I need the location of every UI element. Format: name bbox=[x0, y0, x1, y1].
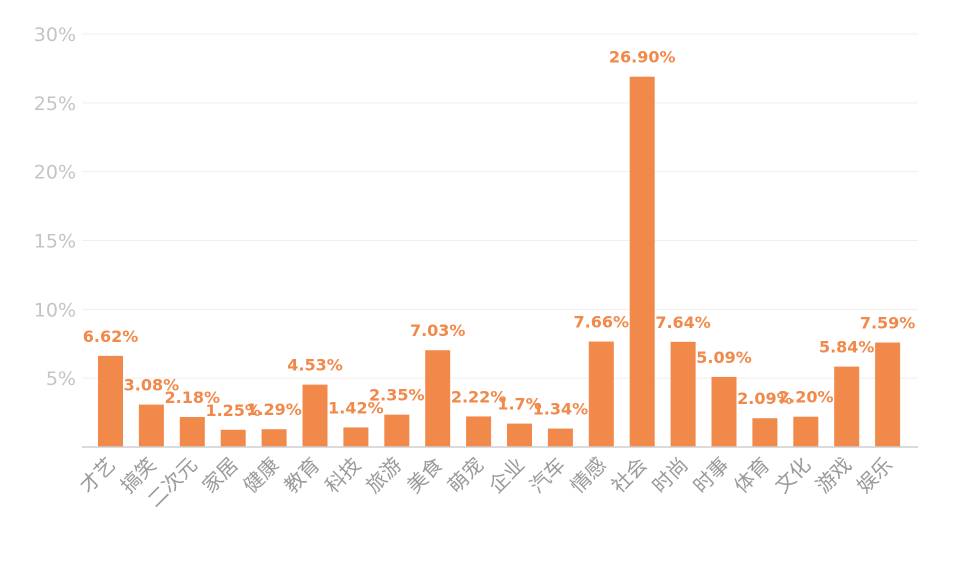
bar-情感 bbox=[588, 341, 614, 447]
data-label-健康: 1.29% bbox=[246, 400, 302, 419]
y-tick-label: 15% bbox=[34, 231, 76, 253]
data-label-萌宠: 2.22% bbox=[451, 387, 507, 406]
category-label-美食: 美食 bbox=[402, 453, 447, 498]
data-label-旅游: 2.35% bbox=[369, 386, 425, 405]
data-label-才艺: 6.62% bbox=[83, 327, 139, 346]
bar-游戏 bbox=[834, 366, 860, 447]
category-label-文化: 文化 bbox=[770, 453, 815, 498]
category-label-汽车: 汽车 bbox=[525, 453, 570, 498]
y-tick-label: 20% bbox=[34, 162, 76, 184]
bars bbox=[98, 76, 901, 447]
category-label-时事: 时事 bbox=[688, 453, 733, 498]
x-axis-category-labels: 才艺搞笑二次元家居健康教育科技旅游美食萌宠企业汽车情感社会时尚时事体育文化游戏娱… bbox=[75, 453, 897, 512]
bar-萌宠 bbox=[466, 416, 492, 447]
data-label-科技: 1.42% bbox=[328, 398, 384, 417]
category-label-健康: 健康 bbox=[238, 453, 283, 498]
data-label-家居: 1.25% bbox=[205, 401, 261, 420]
bar-社会 bbox=[629, 76, 655, 447]
bar-汽车 bbox=[547, 428, 573, 447]
y-tick-label: 25% bbox=[34, 93, 76, 115]
category-label-才艺: 才艺 bbox=[75, 453, 120, 498]
data-label-游戏: 5.84% bbox=[819, 338, 875, 357]
category-label-游戏: 游戏 bbox=[811, 453, 856, 498]
category-label-社会: 社会 bbox=[606, 453, 651, 498]
bar-时事 bbox=[711, 376, 737, 447]
category-label-家居: 家居 bbox=[197, 453, 242, 498]
bar-旅游 bbox=[384, 414, 410, 447]
y-tick-label: 30% bbox=[34, 24, 76, 46]
bar-科技 bbox=[343, 427, 369, 447]
y-axis-tick-labels: 5% 10% 15% 20% 25% 30% bbox=[34, 24, 76, 390]
category-label-体育: 体育 bbox=[729, 453, 774, 498]
bar-企业 bbox=[507, 423, 532, 447]
bar-才艺 bbox=[98, 355, 123, 447]
bar-时尚 bbox=[670, 341, 696, 447]
data-label-企业: 1.7% bbox=[497, 395, 541, 414]
data-label-汽车: 1.34% bbox=[533, 400, 589, 419]
bar-搞笑 bbox=[138, 404, 164, 447]
data-label-情感: 7.66% bbox=[574, 313, 630, 332]
data-label-社会: 26.90% bbox=[609, 48, 676, 67]
bar-文化 bbox=[793, 416, 819, 447]
category-label-萌宠: 萌宠 bbox=[443, 453, 488, 498]
data-label-时尚: 7.64% bbox=[655, 313, 711, 332]
grid-lines bbox=[82, 33, 918, 379]
bar-娱乐 bbox=[875, 342, 901, 447]
bar-家居 bbox=[220, 429, 246, 447]
y-tick-label: 10% bbox=[34, 299, 76, 321]
data-label-美食: 7.03% bbox=[410, 321, 466, 340]
category-label-教育: 教育 bbox=[279, 453, 324, 498]
category-label-时尚: 时尚 bbox=[647, 453, 692, 498]
bar-教育 bbox=[302, 384, 328, 447]
bar-健康 bbox=[261, 429, 287, 447]
category-label-科技: 科技 bbox=[320, 453, 365, 498]
data-label-二次元: 2.18% bbox=[165, 388, 221, 407]
data-label-体育: 2.09% bbox=[737, 389, 793, 408]
data-label-时事: 5.09% bbox=[696, 348, 752, 367]
data-labels: 6.62% 3.08%2.18%1.25%1.29% 4.53% 1.42%2.35%… bbox=[83, 48, 916, 420]
data-label-教育: 4.53% bbox=[287, 356, 343, 375]
category-label-旅游: 旅游 bbox=[361, 453, 406, 498]
bar-美食 bbox=[425, 350, 451, 447]
category-label-企业: 企业 bbox=[484, 453, 529, 498]
bar-体育 bbox=[752, 418, 778, 447]
data-label-文化: 2.20% bbox=[778, 388, 834, 407]
category-label-情感: 情感 bbox=[566, 453, 611, 498]
data-label-娱乐: 7.59% bbox=[860, 314, 916, 333]
y-tick-label: 5% bbox=[46, 368, 76, 390]
data-label-搞笑: 3.08% bbox=[124, 376, 180, 395]
category-label-娱乐: 娱乐 bbox=[852, 453, 897, 498]
bar-二次元 bbox=[179, 416, 205, 447]
